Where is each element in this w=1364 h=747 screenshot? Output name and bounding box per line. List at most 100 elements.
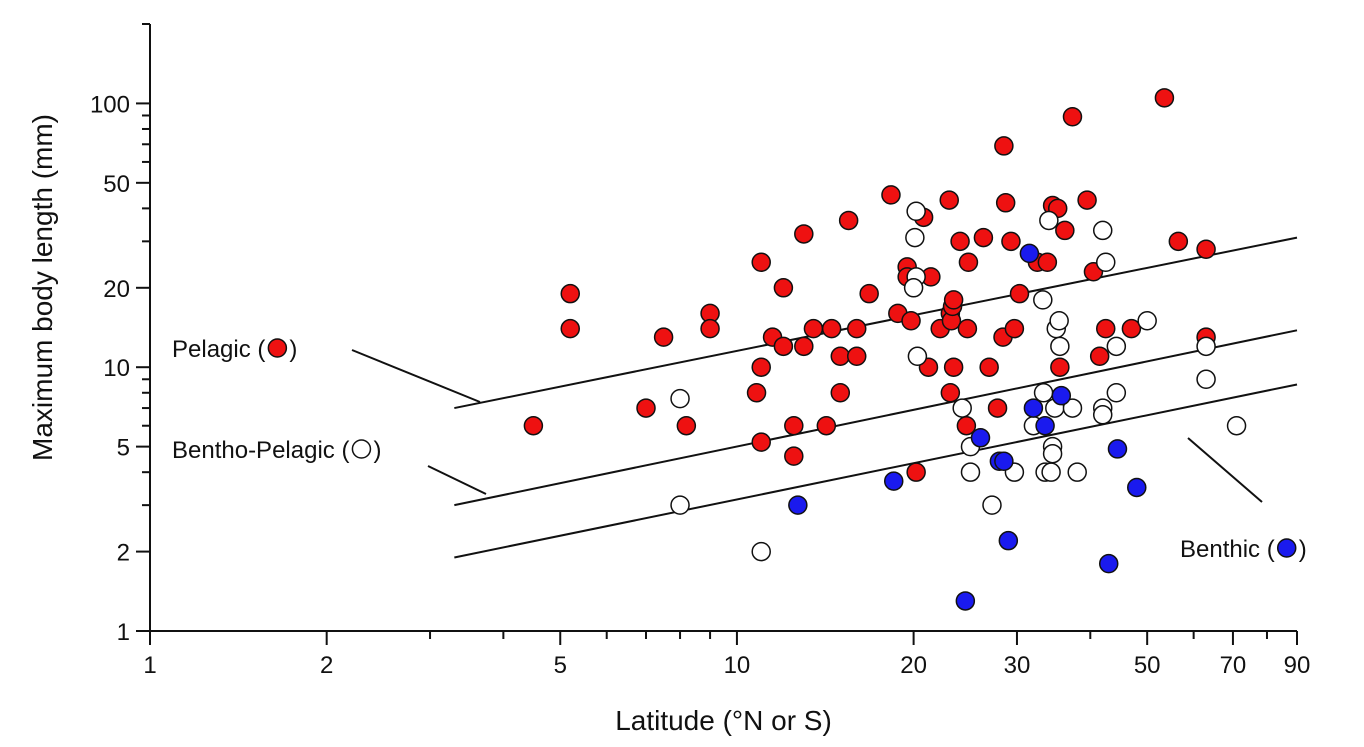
point-bentho-pelagic: [1095, 252, 1116, 272]
y-tick-label: 2: [117, 540, 130, 567]
point-pelagic: [676, 415, 697, 436]
point-benthic: [970, 428, 991, 448]
point-pelagic: [830, 346, 851, 367]
point-benthic: [1051, 385, 1072, 406]
data-points: [523, 88, 1247, 611]
point-pelagic: [1154, 88, 1175, 108]
legend-leader-benthic: [1187, 437, 1263, 503]
point-pelagic: [1004, 318, 1025, 339]
point-bentho-pelagic: [1226, 415, 1247, 436]
x-tick-label: 70: [1220, 652, 1247, 679]
x-tick-label: 20: [900, 652, 927, 679]
point-pelagic: [1077, 190, 1097, 210]
point-benthic: [1107, 439, 1128, 459]
point-pelagic: [560, 318, 580, 339]
legend-label-pelagic: Pelagic (: [172, 336, 265, 363]
point-benthic: [994, 451, 1014, 472]
fit-line-pelagic: [454, 236, 1298, 410]
point-pelagic: [881, 185, 901, 205]
point-pelagic: [653, 327, 674, 347]
point-bentho-pelagic: [1092, 220, 1113, 241]
x-tick-label: 1: [143, 652, 156, 679]
point-bentho-pelagic: [952, 398, 972, 418]
point-bentho-pelagic: [1196, 336, 1216, 357]
point-pelagic: [773, 278, 794, 298]
point-benthic: [883, 471, 904, 491]
point-pelagic: [979, 357, 999, 377]
point-bentho-pelagic: [1062, 398, 1083, 418]
x-axis-title: Latitude (°N or S): [615, 705, 832, 736]
point-pelagic: [1089, 346, 1110, 367]
point-pelagic: [746, 383, 767, 403]
point-pelagic: [846, 318, 867, 339]
y-tick-label: 5: [117, 435, 130, 462]
point-benthic: [1035, 415, 1055, 436]
point-pelagic: [1062, 107, 1083, 127]
point-bentho-pelagic: [982, 495, 1002, 515]
point-pelagic: [987, 398, 1008, 418]
point-pelagic: [794, 224, 814, 244]
point-pelagic: [958, 252, 979, 272]
y-tick-label: 10: [103, 355, 130, 382]
point-bentho-pelagic: [670, 388, 690, 409]
point-bentho-pelagic: [1042, 443, 1063, 464]
legend-marker-pelagic: [267, 338, 288, 358]
point-bentho-pelagic: [1067, 462, 1087, 482]
point-pelagic: [943, 290, 964, 310]
legend-label-close-pelagic: ): [289, 336, 297, 363]
point-pelagic: [700, 318, 720, 339]
point-pelagic: [1055, 220, 1075, 241]
point-pelagic: [636, 398, 656, 418]
point-pelagic: [1121, 318, 1142, 339]
x-tick-label: 5: [554, 652, 567, 679]
point-benthic: [788, 495, 808, 515]
point-pelagic: [803, 318, 824, 339]
point-pelagic: [957, 318, 978, 339]
point-bentho-pelagic: [960, 462, 981, 482]
point-benthic: [1019, 243, 1040, 264]
point-benthic: [1127, 477, 1147, 498]
legend-label-close-benthic: ): [1299, 536, 1307, 563]
point-pelagic: [784, 415, 804, 436]
point-bentho-pelagic: [906, 201, 926, 222]
point-pelagic: [1009, 283, 1030, 304]
legend-marker-benthic: [1276, 538, 1297, 558]
point-pelagic: [901, 311, 921, 331]
point-pelagic: [859, 283, 879, 304]
fit-line-bentho-pelagic: [454, 329, 1298, 507]
point-pelagic: [846, 346, 867, 367]
point-bentho-pelagic: [1039, 210, 1059, 231]
x-tick-label: 90: [1284, 652, 1311, 679]
point-bentho-pelagic: [1033, 383, 1054, 403]
point-pelagic: [773, 336, 794, 357]
point-bentho-pelagic: [670, 495, 690, 515]
point-bentho-pelagic: [1137, 311, 1157, 331]
point-pelagic: [1168, 231, 1189, 252]
x-tick-label: 2: [320, 652, 333, 679]
point-pelagic: [994, 136, 1014, 156]
point-bentho-pelagic: [1106, 383, 1127, 403]
point-benthic: [1098, 553, 1119, 574]
point-bentho-pelagic: [907, 346, 928, 367]
point-pelagic: [816, 415, 837, 436]
point-pelagic: [751, 357, 771, 377]
point-bentho-pelagic: [1196, 369, 1216, 390]
legend-marker-bentho-pelagic: [351, 439, 372, 459]
point-benthic: [955, 591, 976, 611]
fit-line-benthic: [454, 383, 1298, 559]
point-pelagic: [1037, 252, 1058, 272]
fit-lines: [454, 236, 1298, 559]
legend: Pelagic () Bentho-Pelagic () Benthic (): [172, 336, 1307, 563]
point-pelagic: [943, 357, 964, 377]
y-tick-label: 100: [90, 91, 130, 118]
point-benthic: [1023, 398, 1044, 418]
point-pelagic: [973, 227, 994, 248]
y-tick-label: 1: [117, 619, 130, 646]
point-pelagic: [906, 462, 926, 482]
point-pelagic: [1001, 231, 1021, 252]
y-axis-title: Maximum body length (mm): [27, 114, 58, 461]
point-pelagic: [751, 252, 771, 272]
legend-label-benthic: Benthic (: [1180, 536, 1275, 563]
point-pelagic: [794, 336, 814, 357]
